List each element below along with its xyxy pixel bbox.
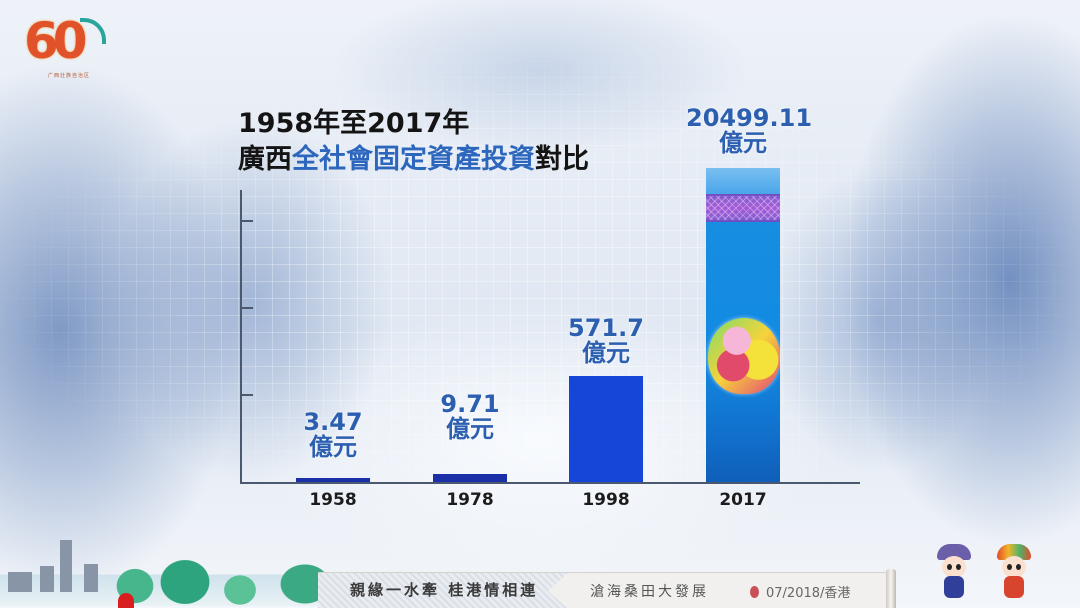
logo-subtitle: 广西壮族自治区	[47, 73, 90, 79]
value-label-2017: 20499.11 億元	[686, 104, 813, 157]
y-tick	[240, 394, 253, 396]
x-label-2017: 2017	[719, 490, 767, 510]
mascot-body	[1004, 576, 1024, 598]
mascot-hat	[937, 544, 971, 560]
junk-boat-icon	[118, 593, 134, 608]
x-label-1978: 1978	[446, 490, 494, 510]
mascot-face	[1002, 556, 1026, 578]
y-tick	[240, 307, 253, 309]
skyscraper-icon	[60, 540, 72, 592]
building-icon	[84, 564, 98, 592]
bar-1998[interactable]	[569, 376, 643, 482]
mascot-eye	[947, 564, 952, 570]
logo-number: 60	[24, 12, 88, 70]
mascot-eye	[1016, 564, 1021, 570]
skyline-illustration	[0, 536, 330, 608]
title-highlight: 全社會固定資產投資	[292, 144, 535, 175]
x-label-1958: 1958	[309, 490, 357, 510]
date-location: 07/2018/香港	[766, 586, 851, 601]
bar-2017[interactable]	[706, 168, 780, 482]
ribbon-patterned-section	[318, 573, 568, 608]
x-axis	[240, 482, 860, 484]
logo-arc-icon	[80, 18, 106, 44]
title-line-2: 廣西全社會固定資產投資對比	[238, 142, 589, 178]
mascot-eye	[1007, 564, 1012, 570]
bar-group-1958: 3.47 億元	[296, 410, 370, 482]
bar-chart: 3.47 億元 9.71 億元 571.7 億元 20499.11 億元 195…	[240, 106, 860, 510]
sub-slogan-text: 滄海桑田大發展	[590, 584, 709, 600]
bar-group-2017: 20499.11 億元	[686, 106, 812, 482]
chart-title: 1958年至2017年 廣西全社會固定資產投資對比	[238, 106, 589, 178]
bar-1978[interactable]	[433, 474, 507, 482]
mascot-hat	[997, 544, 1031, 560]
value-label-1958: 3.47 億元	[303, 408, 363, 461]
mascot-boy	[934, 544, 974, 602]
title-suffix: 對比	[535, 144, 589, 175]
slogan-text: 親緣一水牽 桂港情相連	[350, 581, 539, 599]
bar-group-1998: 571.7 億元	[568, 316, 644, 482]
bar-1958[interactable]	[296, 478, 370, 482]
mascot-body	[944, 576, 964, 598]
mascot-eye	[956, 564, 961, 570]
x-label-1998: 1998	[582, 490, 630, 510]
bar-group-1978: 9.71 億元	[433, 392, 507, 482]
background-grid	[0, 60, 1080, 520]
building-icon	[40, 566, 54, 592]
scroll-end-decoration	[886, 569, 896, 608]
value-label-1998: 571.7 億元	[568, 314, 644, 367]
mascot-face	[942, 556, 966, 578]
zhuang-pattern-band	[706, 196, 780, 220]
slogan-ribbon: 親緣一水牽 桂港情相連 滄海桑田大發展 07/2018/香港	[318, 569, 896, 608]
value-label-1978: 9.71 億元	[440, 390, 500, 443]
embroidered-ball-icon	[708, 318, 780, 394]
mascot-girl	[994, 544, 1034, 602]
footer-banner: 親緣一水牽 桂港情相連 滄海桑田大發展 07/2018/香港	[0, 526, 1080, 608]
title-prefix: 廣西	[238, 144, 292, 175]
y-axis	[240, 190, 242, 484]
building-icon	[8, 572, 32, 592]
y-tick	[240, 220, 253, 222]
anniversary-logo: 60 广西壮族自治区	[22, 12, 122, 84]
title-line-1: 1958年至2017年	[238, 108, 470, 139]
flower-icon	[750, 586, 759, 598]
